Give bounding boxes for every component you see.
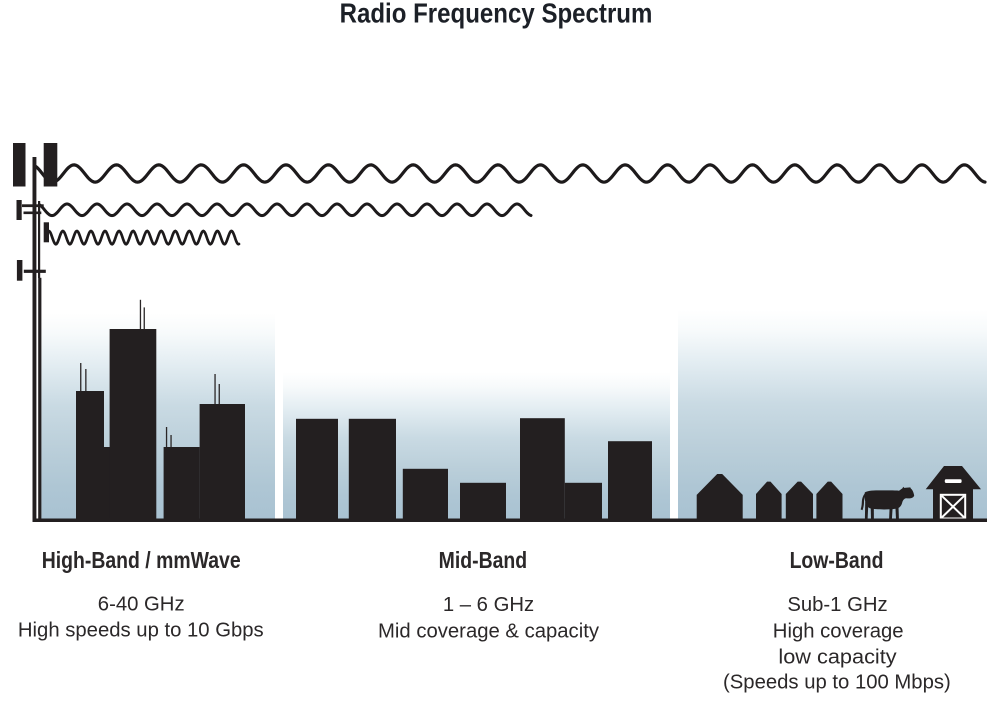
svg-text:Radio Frequency Spectrum: Radio Frequency Spectrum (340, 0, 653, 29)
svg-text:High coverage: High coverage (773, 621, 904, 643)
svg-text:Mid coverage & capacity: Mid coverage & capacity (378, 620, 600, 642)
svg-text:low capacity: low capacity (778, 646, 897, 668)
svg-text:High-Band / mmWave: High-Band / mmWave (42, 547, 241, 573)
svg-text:Sub-1 GHz: Sub-1 GHz (787, 594, 887, 616)
svg-text:Low-Band: Low-Band (790, 547, 884, 573)
svg-text:1 – 6 GHz: 1 – 6 GHz (443, 594, 534, 616)
svg-text:High speeds up to 10 Gbps: High speeds up to 10 Gbps (18, 619, 264, 641)
svg-text:(Speeds up to 100 Mbps): (Speeds up to 100 Mbps) (723, 672, 951, 694)
svg-text:6-40 GHz: 6-40 GHz (98, 594, 185, 616)
svg-text:Mid-Band: Mid-Band (439, 547, 527, 573)
